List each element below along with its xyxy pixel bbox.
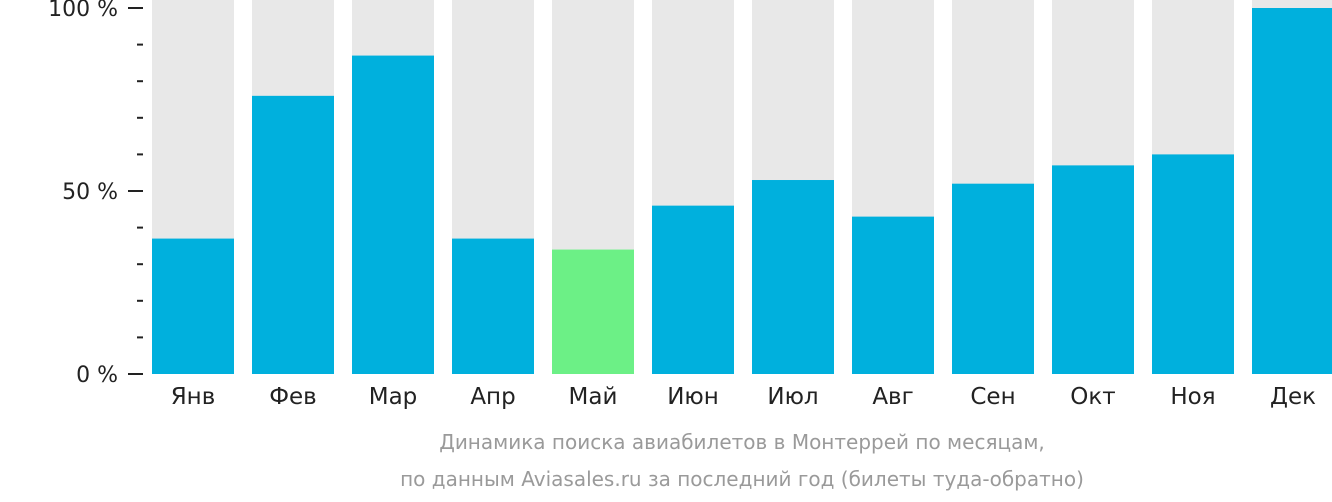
bar-chart: 100 % 50 % 0 % Янв Фев Мар Апр Май Июн Июл Авг Сен… xyxy=(48,0,1332,410)
bar-2 xyxy=(252,95,334,374)
x-tick-label: Мар xyxy=(369,384,418,410)
bar-5 xyxy=(552,249,634,374)
bar-9 xyxy=(952,183,1034,374)
bar-8 xyxy=(852,216,934,374)
y-tick-label: 100 % xyxy=(48,0,118,22)
y-tick-label: 0 % xyxy=(76,363,118,388)
x-tick-label: Окт xyxy=(1070,384,1115,410)
bar-1 xyxy=(152,238,234,374)
x-tick-label: Сен xyxy=(970,384,1015,410)
x-tick-label: Янв xyxy=(171,384,216,410)
chart-caption-line-2: по данным Aviasales.ru за последний год … xyxy=(400,467,1084,491)
x-tick-label: Июн xyxy=(667,384,719,410)
bar-12 xyxy=(1252,8,1332,374)
chart-caption-line-1: Динамика поиска авиабилетов в Монтеррей … xyxy=(439,430,1045,454)
x-tick-label: Апр xyxy=(470,384,515,410)
x-tick-label: Дек xyxy=(1270,384,1316,410)
x-tick-label: Авг xyxy=(872,384,913,410)
x-axis-labels: Янв Фев Мар Апр Май Июн Июл Авг Сен Окт Ноя Дек xyxy=(171,384,1316,410)
bar-3 xyxy=(352,55,434,375)
bar-4 xyxy=(452,238,534,374)
data-bars xyxy=(152,8,1332,375)
x-tick-label: Июл xyxy=(767,384,818,410)
x-tick-label: Ноя xyxy=(1170,384,1215,410)
x-tick-label: Май xyxy=(569,384,618,410)
bar-10 xyxy=(1052,165,1134,374)
y-axis: 100 % 50 % 0 % xyxy=(48,0,143,388)
bar-11 xyxy=(1152,154,1234,374)
x-tick-label: Фев xyxy=(269,384,317,410)
bar-7 xyxy=(752,180,834,374)
y-tick-label: 50 % xyxy=(62,180,118,205)
bar-6 xyxy=(652,205,734,374)
